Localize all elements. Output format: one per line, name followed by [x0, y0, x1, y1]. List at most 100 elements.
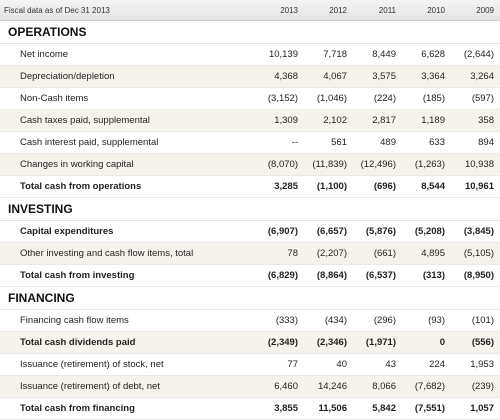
cell-value: (2,644) — [451, 43, 500, 66]
cell-value: (8,950) — [451, 264, 500, 287]
cell-value: (239) — [451, 375, 500, 398]
investing-section: INVESTING Capital expenditures (6,907) (… — [0, 197, 500, 287]
cell-value: (5,105) — [451, 242, 500, 265]
cell-value: 11,506 — [304, 397, 353, 420]
cell-value: 78 — [255, 242, 304, 265]
cell-value: (1,046) — [304, 87, 353, 110]
cell-value: 7,718 — [304, 43, 353, 66]
cell-value: (185) — [402, 87, 451, 110]
cell-value: (3,845) — [451, 220, 500, 243]
year-header: 2012 — [304, 0, 353, 21]
table-row: Issuance (retirement) of stock, net 77 4… — [0, 353, 500, 376]
cell-value: (6,537) — [353, 264, 402, 287]
cell-value: 561 — [304, 131, 353, 154]
cell-value: (5,876) — [353, 220, 402, 243]
cell-value: 3,364 — [402, 65, 451, 88]
cell-value: 1,057 — [451, 397, 500, 420]
cell-value: 8,066 — [353, 375, 402, 398]
table-row: Total cash dividends paid (2,349) (2,346… — [0, 331, 500, 354]
cell-value: (7,682) — [402, 375, 451, 398]
table-header-row: Fiscal data as of Dec 31 2013 2013 2012 … — [0, 0, 500, 21]
cell-value: 40 — [304, 353, 353, 376]
table-row: Other investing and cash flow items, tot… — [0, 242, 500, 265]
financing-section: FINANCING Financing cash flow items (333… — [0, 286, 500, 420]
cell-value: 489 — [353, 131, 402, 154]
fiscal-data-label: Fiscal data as of Dec 31 2013 — [0, 0, 255, 21]
table-row: Net income 10,139 7,718 8,449 6,628 (2,6… — [0, 43, 500, 66]
row-label: Non-Cash items — [0, 87, 255, 110]
operations-section: OPERATIONS Net income 10,139 7,718 8,449… — [0, 20, 500, 198]
cell-value: 43 — [353, 353, 402, 376]
table-row: Financing cash flow items (333) (434) (2… — [0, 309, 500, 332]
cell-value: (1,100) — [304, 175, 353, 198]
row-label: Issuance (retirement) of stock, net — [0, 353, 255, 376]
row-label: Total cash from financing — [0, 397, 255, 420]
cell-value: (12,496) — [353, 153, 402, 176]
cell-value: (8,070) — [255, 153, 304, 176]
cell-value: (333) — [255, 309, 304, 332]
row-label: Capital expenditures — [0, 220, 255, 243]
table-row: Capital expenditures (6,907) (6,657) (5,… — [0, 220, 500, 243]
cell-value: 5,842 — [353, 397, 402, 420]
cell-value: 4,895 — [402, 242, 451, 265]
row-label: Net income — [0, 43, 255, 66]
cell-value: (7,551) — [402, 397, 451, 420]
table-row: Depreciation/depletion 4,368 4,067 3,575… — [0, 65, 500, 88]
cell-value: 10,938 — [451, 153, 500, 176]
cell-value: 10,139 — [255, 43, 304, 66]
cell-value: 3,264 — [451, 65, 500, 88]
cell-value: (3,152) — [255, 87, 304, 110]
cell-value: 1,309 — [255, 109, 304, 132]
table-row: Cash interest paid, supplemental -- 561 … — [0, 131, 500, 154]
cell-value: (556) — [451, 331, 500, 354]
row-label: Total cash from investing — [0, 264, 255, 287]
section-heading-row: INVESTING — [0, 197, 500, 221]
cell-value: (1,971) — [353, 331, 402, 354]
row-label: Total cash from operations — [0, 175, 255, 198]
cell-value: 633 — [402, 131, 451, 154]
cell-value: 6,460 — [255, 375, 304, 398]
cell-value: 4,368 — [255, 65, 304, 88]
table-row: Changes in working capital (8,070) (11,8… — [0, 153, 500, 176]
row-label: Financing cash flow items — [0, 309, 255, 332]
cell-value: (6,907) — [255, 220, 304, 243]
cell-value: (296) — [353, 309, 402, 332]
total-row: Total cash from operations 3,285 (1,100)… — [0, 175, 500, 198]
cell-value: 4,067 — [304, 65, 353, 88]
cell-value: (434) — [304, 309, 353, 332]
cell-value: (6,657) — [304, 220, 353, 243]
cell-value: (661) — [353, 242, 402, 265]
cell-value: 224 — [402, 353, 451, 376]
cell-value: -- — [255, 131, 304, 154]
row-label: Changes in working capital — [0, 153, 255, 176]
cell-value: 2,102 — [304, 109, 353, 132]
cell-value: 3,285 — [255, 175, 304, 198]
section-title: FINANCING — [0, 286, 500, 310]
row-label: Cash taxes paid, supplemental — [0, 109, 255, 132]
row-label: Other investing and cash flow items, tot… — [0, 242, 255, 265]
cell-value: (2,349) — [255, 331, 304, 354]
row-label: Cash interest paid, supplemental — [0, 131, 255, 154]
row-label: Depreciation/depletion — [0, 65, 255, 88]
cell-value: 14,246 — [304, 375, 353, 398]
cell-value: 6,628 — [402, 43, 451, 66]
cell-value: (597) — [451, 87, 500, 110]
year-header: 2013 — [255, 0, 304, 21]
year-header: 2010 — [402, 0, 451, 21]
cell-value: 8,449 — [353, 43, 402, 66]
table-row: Non-Cash items (3,152) (1,046) (224) (18… — [0, 87, 500, 110]
cell-value: (8,864) — [304, 264, 353, 287]
table-row: Cash taxes paid, supplemental 1,309 2,10… — [0, 109, 500, 132]
cell-value: 8,544 — [402, 175, 451, 198]
cell-value: (224) — [353, 87, 402, 110]
year-header: 2009 — [451, 0, 500, 21]
cell-value: 2,817 — [353, 109, 402, 132]
section-title: INVESTING — [0, 197, 500, 221]
cell-value: 3,855 — [255, 397, 304, 420]
total-row: Total cash from investing (6,829) (8,864… — [0, 264, 500, 287]
cell-value: 1,189 — [402, 109, 451, 132]
cell-value: 894 — [451, 131, 500, 154]
cell-value: (2,207) — [304, 242, 353, 265]
